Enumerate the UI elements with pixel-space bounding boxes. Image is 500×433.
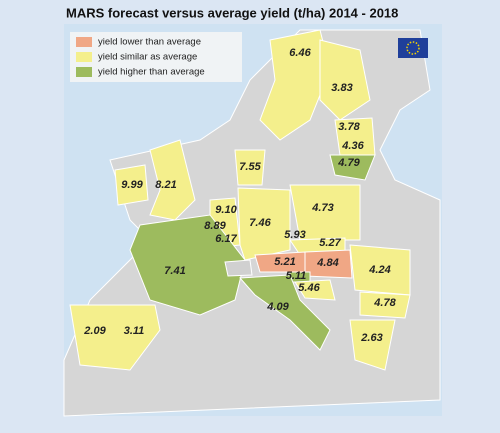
region-yield: 5.27 <box>319 237 341 249</box>
france <box>129 214 246 316</box>
region-yield: 2.09 <box>83 325 106 337</box>
region-yield: 5.11 <box>286 270 307 282</box>
region-yield: 4.78 <box>373 297 396 309</box>
italy <box>238 274 331 351</box>
legend-swatch <box>76 67 92 77</box>
region-yield: 9.10 <box>215 204 237 216</box>
region-yield: 4.79 <box>337 157 360 169</box>
legend-label: yield higher than average <box>98 67 205 78</box>
region-yield: 4.84 <box>316 257 338 269</box>
bulgaria <box>359 291 411 319</box>
legend-label: yield lower than average <box>98 37 201 48</box>
region-yield: 3.78 <box>338 121 360 133</box>
region-yield: 4.09 <box>266 301 289 313</box>
region-yield: 7.55 <box>239 161 261 173</box>
region-yield: 9.99 <box>121 179 143 191</box>
poland <box>289 184 361 241</box>
land <box>63 29 441 417</box>
legend-box <box>70 32 242 82</box>
region-yield: 5.93 <box>284 229 305 241</box>
region-yield: 7.41 <box>164 265 185 277</box>
lithuania <box>329 154 376 181</box>
finland <box>319 39 371 121</box>
eu-flag <box>398 38 428 58</box>
hungary <box>304 249 353 279</box>
region-yield: 7.46 <box>249 217 271 229</box>
region-yield: 5.21 <box>274 256 295 268</box>
region-yield: 6.17 <box>215 233 237 245</box>
region-yield: 6.46 <box>289 47 311 59</box>
region-yield: 3.83 <box>331 82 352 94</box>
denmark <box>234 149 266 186</box>
ireland <box>114 164 149 206</box>
region-yield: 8.89 <box>204 220 226 232</box>
region-yield: 4.73 <box>311 202 333 214</box>
legend-label: yield similar as average <box>98 52 197 63</box>
switzerland <box>224 259 253 277</box>
legend-swatch <box>76 37 92 47</box>
region-yield: 8.21 <box>155 179 176 191</box>
region-yield: 4.24 <box>368 264 390 276</box>
region-yield: 2.63 <box>360 332 382 344</box>
region-yield: 4.36 <box>341 140 364 152</box>
iberia <box>69 304 161 371</box>
croatia <box>294 279 336 301</box>
legend-swatch <box>76 52 92 62</box>
sweden <box>259 29 331 141</box>
region-yield: 5.46 <box>298 282 320 294</box>
greece <box>349 319 396 371</box>
region-yield: 3.11 <box>124 325 145 337</box>
subtitle: MARS forecast versus average yield (t/ha… <box>66 5 398 20</box>
